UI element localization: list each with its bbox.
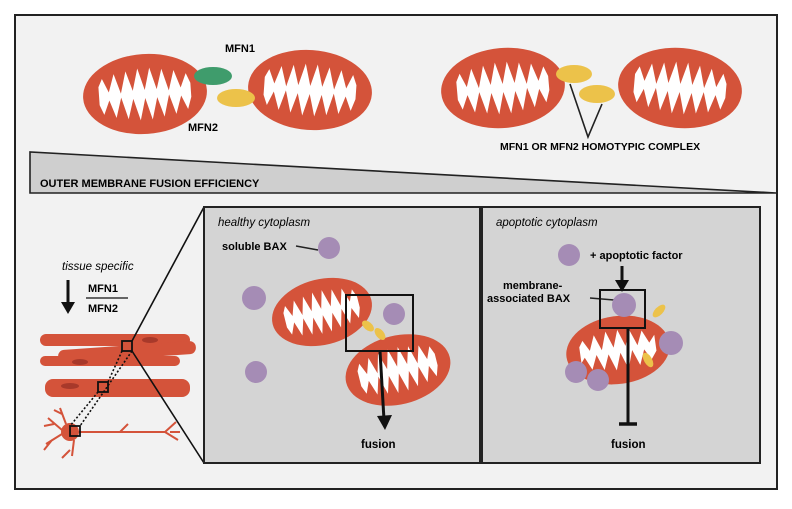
mfn2-label: MFN2 xyxy=(188,122,218,134)
ratio-denominator: MFN2 xyxy=(88,303,118,315)
zoom-line-top xyxy=(131,206,205,342)
dotted-connector-c xyxy=(69,391,99,427)
homotypic-label: MFN1 OR MFN2 HOMOTYPIC COMPLEX xyxy=(500,141,700,153)
bax-soluble-apoptotic xyxy=(558,244,580,266)
fusion-site-box-apoptotic xyxy=(599,289,646,329)
bax-proteins-apoptotic xyxy=(565,293,683,391)
ratio-numerator: MFN1 xyxy=(88,283,118,295)
soluble-bax-pointer xyxy=(295,245,319,251)
apoptotic-title: apoptotic cytoplasm xyxy=(496,217,598,229)
mfn1-protein xyxy=(194,67,232,85)
soluble-bax-label: soluble BAX xyxy=(222,241,287,253)
mito-pair-heterotypic xyxy=(80,45,375,139)
mito-pair-homotypic xyxy=(437,42,746,134)
apoptotic-factor-label: + apoptotic factor xyxy=(590,250,683,262)
membrane-bax-label-1: membrane- xyxy=(503,280,563,292)
efficiency-label: OUTER MEMBRANE FUSION EFFICIENCY xyxy=(40,178,260,190)
mfn2-protein xyxy=(217,89,255,107)
mfn-proteins-healthy xyxy=(362,320,386,340)
down-arrow-icon xyxy=(61,280,75,314)
mfn1-label: MFN1 xyxy=(225,43,255,55)
homotypic-pointer xyxy=(569,83,603,140)
membrane-bax-pointer xyxy=(589,297,615,301)
zoom-line-bottom xyxy=(131,350,205,464)
efficiency-wedge xyxy=(29,151,777,194)
dotted-connector-a xyxy=(107,350,123,383)
inhibition-icon xyxy=(619,328,637,426)
apoptotic-result: fusion xyxy=(611,439,646,451)
mfn-protein-b xyxy=(579,85,615,103)
healthy-title: healthy cytoplasm xyxy=(218,217,310,229)
mfn-proteins-apoptotic xyxy=(642,304,666,368)
fusion-site-box-healthy xyxy=(345,294,414,352)
dotted-connector-b xyxy=(79,350,133,427)
tissue-specific-label: tissue specific xyxy=(62,261,134,273)
sample-box-muscle-b xyxy=(97,381,109,393)
down-arrow-icon xyxy=(377,350,392,430)
mfn-protein-a xyxy=(556,65,592,83)
muscle-fiber-icon xyxy=(40,334,196,397)
down-arrow-icon xyxy=(615,266,629,292)
sample-box-neuron xyxy=(69,425,81,437)
bax-proteins-healthy xyxy=(242,237,405,383)
healthy-result: fusion xyxy=(361,439,396,451)
membrane-bax-label-2: associated BAX xyxy=(487,293,571,305)
sample-box-muscle-a xyxy=(121,340,133,352)
